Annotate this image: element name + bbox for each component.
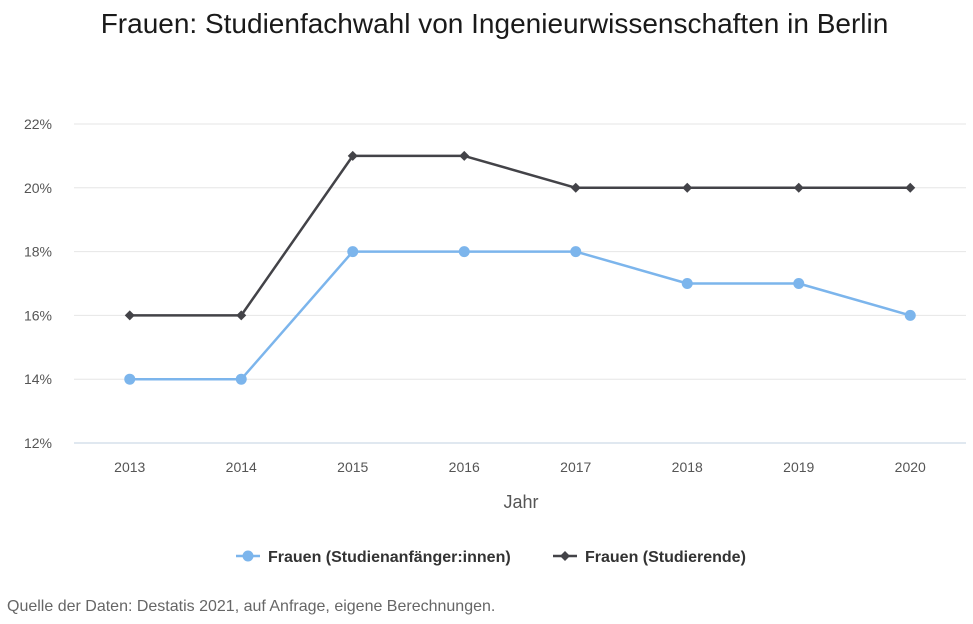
y-tick-label: 20% — [24, 180, 52, 196]
x-axis-ticks: 2013 2014 2015 2016 2017 2018 2019 2020 — [114, 459, 926, 475]
y-tick-label: 18% — [24, 244, 52, 260]
data-point — [682, 182, 693, 193]
y-tick-label: 22% — [24, 116, 52, 132]
data-point — [124, 310, 135, 321]
data-point — [459, 150, 470, 161]
data-point — [905, 182, 916, 193]
x-tick-label: 2018 — [672, 459, 703, 475]
chart-title: Frauen: Studienfachwahl von Ingenieurwis… — [100, 8, 889, 39]
data-point — [681, 278, 693, 289]
legend-item[interactable]: Frauen (Studienanfänger:innen) — [236, 549, 511, 566]
y-axis-ticks: 12% 14% 16% 18% 20% 22% — [24, 116, 52, 451]
data-point — [124, 373, 136, 385]
x-tick-label: 2015 — [337, 459, 368, 475]
line-chart: 12%14%16%18%20%22% 2013 2014 2015 2016 2017 2… — [24, 116, 966, 566]
x-tick-label: 2020 — [895, 459, 926, 475]
data-point — [236, 310, 247, 321]
data-point — [793, 278, 805, 289]
y-tick-label: 12% — [24, 435, 52, 451]
x-tick-label: 2019 — [783, 459, 814, 475]
legend-marker — [242, 550, 254, 562]
legend: Frauen (Studienanfänger:innen) Frauen (St… — [236, 549, 746, 566]
data-point — [347, 246, 359, 258]
data-point — [570, 182, 581, 193]
data-point — [904, 309, 916, 321]
series-lines — [124, 150, 916, 385]
data-point — [235, 373, 247, 385]
legend-label: Frauen (Studienanfänger:innen) — [268, 549, 511, 566]
y-tick-label: 16% — [24, 307, 52, 323]
legend-marker — [560, 551, 570, 561]
series-2 — [124, 150, 916, 321]
series-line — [129, 154, 911, 317]
x-tick-label: 2016 — [449, 459, 480, 475]
x-axis-title: Jahr — [503, 492, 538, 512]
legend-item[interactable]: Frauen (Studierende) — [553, 549, 746, 566]
source-note: Quelle der Daten: Destatis 2021, auf Anf… — [7, 598, 496, 615]
data-point — [458, 246, 470, 258]
data-point — [570, 246, 582, 258]
legend-label: Frauen (Studierende) — [585, 549, 746, 566]
data-point — [347, 150, 358, 161]
y-tick-label: 14% — [24, 371, 52, 387]
series-1 — [124, 246, 916, 385]
x-tick-label: 2017 — [560, 459, 591, 475]
x-tick-label: 2013 — [114, 459, 145, 475]
series-line — [129, 250, 911, 381]
data-point — [793, 182, 804, 193]
x-tick-label: 2014 — [226, 459, 257, 475]
